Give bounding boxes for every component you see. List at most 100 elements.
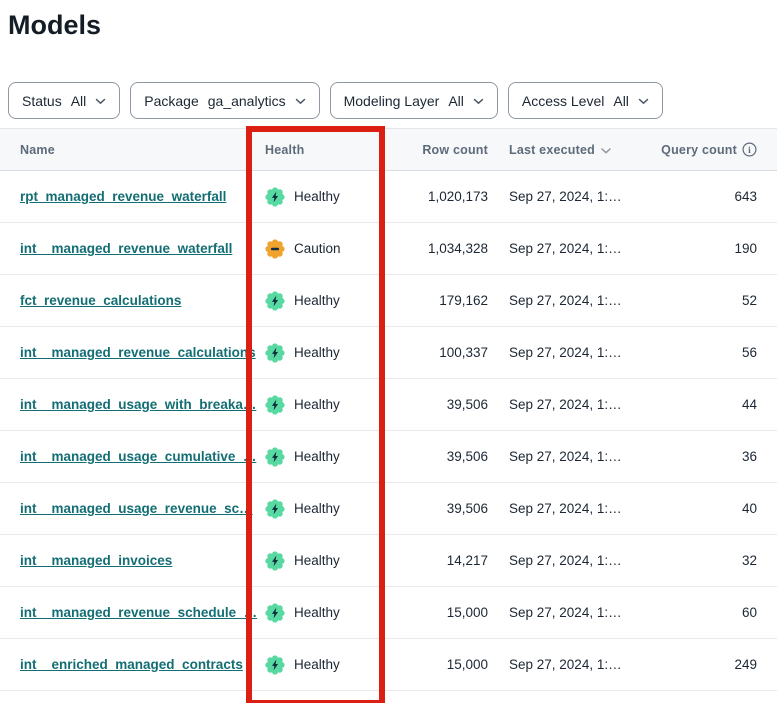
- healthy-bolt-badge-icon: [265, 498, 285, 519]
- svg-text:i: i: [748, 146, 751, 156]
- health-label: Healthy: [294, 501, 340, 516]
- package-filter-label: Package: [144, 92, 199, 109]
- model-link[interactable]: int__managed_usage_cumulative_…: [20, 449, 257, 464]
- healthy-bolt-badge-icon: [265, 342, 285, 363]
- query-count-cell: 32: [741, 553, 757, 568]
- last-executed-cell: Sep 27, 2024, 1:…: [509, 501, 622, 516]
- table-row: int__managed_usage_cumulative_… Healthy 39…: [0, 431, 777, 483]
- health-cell: Healthy: [265, 290, 395, 311]
- healthy-bolt-badge-icon: [265, 394, 285, 415]
- table-row: int__managed_invoices Healthy 14,217 Sep 27…: [0, 535, 777, 587]
- health-cell: Healthy: [265, 394, 395, 415]
- model-link[interactable]: int__managed_usage_revenue_sc…: [20, 501, 253, 516]
- status-filter-value: All: [70, 92, 87, 109]
- column-header-query-count: Query count: [661, 142, 737, 157]
- healthy-bolt-badge-icon: [265, 550, 285, 571]
- row-count-cell: 15,000: [446, 657, 488, 672]
- sort-chevron-icon: [601, 143, 611, 157]
- last-executed-cell: Sep 27, 2024, 1:…: [509, 657, 622, 672]
- status-filter-label: Status: [22, 92, 62, 109]
- chevron-down-icon: [473, 98, 484, 105]
- health-cell: Healthy: [265, 602, 395, 623]
- health-cell: Caution: [265, 238, 395, 259]
- model-link[interactable]: int__managed_revenue_calculations: [20, 345, 256, 360]
- models-table: Name Health Row count Last executed Quer…: [0, 128, 777, 691]
- health-label: Healthy: [294, 397, 340, 412]
- filter-bar: Status All Package ga_analytics Modeling…: [8, 82, 777, 119]
- column-header-row-count: Row count: [422, 142, 488, 157]
- last-executed-cell: Sep 27, 2024, 1:…: [509, 605, 622, 620]
- modeling-layer-filter-label: Modeling Layer: [343, 92, 440, 109]
- status-filter[interactable]: Status All: [8, 82, 121, 119]
- package-filter[interactable]: Package ga_analytics: [130, 82, 320, 119]
- row-count-cell: 1,020,173: [427, 189, 488, 204]
- last-executed-cell: Sep 27, 2024, 1:…: [509, 397, 622, 412]
- access-level-filter-value: All: [613, 92, 629, 109]
- health-label: Healthy: [294, 657, 340, 672]
- health-label: Caution: [294, 241, 341, 256]
- model-link[interactable]: rpt_managed_revenue_waterfall: [20, 189, 227, 204]
- model-link[interactable]: int__managed_revenue_waterfall: [20, 241, 233, 256]
- healthy-bolt-badge-icon: [265, 446, 285, 467]
- table-header: Name Health Row count Last executed Quer…: [0, 129, 777, 171]
- table-row: int__managed_usage_with_breaka… Healthy 39…: [0, 379, 777, 431]
- model-link[interactable]: int__managed_usage_with_breaka…: [20, 397, 257, 412]
- healthy-bolt-badge-icon: [265, 290, 285, 311]
- last-executed-cell: Sep 27, 2024, 1:…: [509, 553, 622, 568]
- health-cell: Healthy: [265, 498, 395, 519]
- package-filter-value: ga_analytics: [207, 92, 286, 109]
- model-name-cell: int__enriched_managed_contracts: [20, 657, 265, 672]
- query-count-cell: 36: [741, 449, 757, 464]
- row-count-cell: 1,034,328: [427, 241, 488, 256]
- last-executed-cell: Sep 27, 2024, 1:…: [509, 293, 622, 308]
- model-name-cell: int__managed_usage_with_breaka…: [20, 397, 265, 412]
- access-level-filter[interactable]: Access Level All: [507, 82, 663, 119]
- model-name-cell: int__managed_usage_cumulative_…: [20, 449, 265, 464]
- model-link[interactable]: int__enriched_managed_contracts: [20, 657, 243, 672]
- access-level-filter-label: Access Level: [521, 92, 605, 109]
- query-count-cell: 643: [734, 189, 757, 204]
- model-link[interactable]: int__managed_invoices: [20, 553, 173, 568]
- row-count-cell: 15,000: [446, 605, 488, 620]
- row-count-cell: 179,162: [439, 293, 488, 308]
- health-cell: Healthy: [265, 186, 395, 207]
- column-header-last-executed[interactable]: Last executed: [509, 143, 611, 157]
- model-name-cell: int__managed_invoices: [20, 553, 265, 568]
- health-label: Healthy: [294, 189, 340, 204]
- chevron-down-icon: [295, 98, 306, 105]
- row-count-cell: 39,506: [446, 449, 488, 464]
- table-row: fct_revenue_calculations Healthy 179,162 Se…: [0, 275, 777, 327]
- caution-dash-badge-icon: [265, 238, 285, 259]
- info-icon[interactable]: i: [742, 142, 757, 157]
- column-header-name: Name: [20, 142, 55, 157]
- health-label: Healthy: [294, 553, 340, 568]
- healthy-bolt-badge-icon: [265, 654, 285, 675]
- last-executed-cell: Sep 27, 2024, 1:…: [509, 449, 622, 464]
- healthy-bolt-badge-icon: [265, 602, 285, 623]
- model-name-cell: int__managed_usage_revenue_sc…: [20, 501, 265, 516]
- table-body: rpt_managed_revenue_waterfall Healthy 1,02…: [0, 171, 777, 691]
- health-cell: Healthy: [265, 654, 395, 675]
- table-row: int__managed_usage_revenue_sc… Healthy 39,…: [0, 483, 777, 535]
- healthy-bolt-badge-icon: [265, 186, 285, 207]
- table-row: int__managed_revenue_calculations Healthy…: [0, 327, 777, 379]
- modeling-layer-filter[interactable]: Modeling Layer All: [329, 82, 498, 119]
- model-link[interactable]: int__managed_revenue_schedule_…: [20, 605, 258, 620]
- row-count-cell: 39,506: [446, 501, 488, 516]
- model-link[interactable]: fct_revenue_calculations: [20, 293, 182, 308]
- row-count-cell: 100,337: [439, 345, 488, 360]
- model-name-cell: int__managed_revenue_schedule_…: [20, 605, 265, 620]
- query-count-cell: 56: [741, 345, 757, 360]
- model-name-cell: int__managed_revenue_calculations: [20, 345, 265, 360]
- health-cell: Healthy: [265, 446, 395, 467]
- query-count-cell: 52: [741, 293, 757, 308]
- model-name-cell: int__managed_revenue_waterfall: [20, 241, 265, 256]
- query-count-cell: 44: [741, 397, 757, 412]
- model-name-cell: fct_revenue_calculations: [20, 293, 265, 308]
- row-count-cell: 39,506: [446, 397, 488, 412]
- table-row: int__enriched_managed_contracts Healthy 15…: [0, 639, 777, 691]
- query-count-cell: 190: [734, 241, 757, 256]
- health-label: Healthy: [294, 293, 340, 308]
- query-count-cell: 60: [741, 605, 757, 620]
- last-executed-cell: Sep 27, 2024, 1:…: [509, 189, 622, 204]
